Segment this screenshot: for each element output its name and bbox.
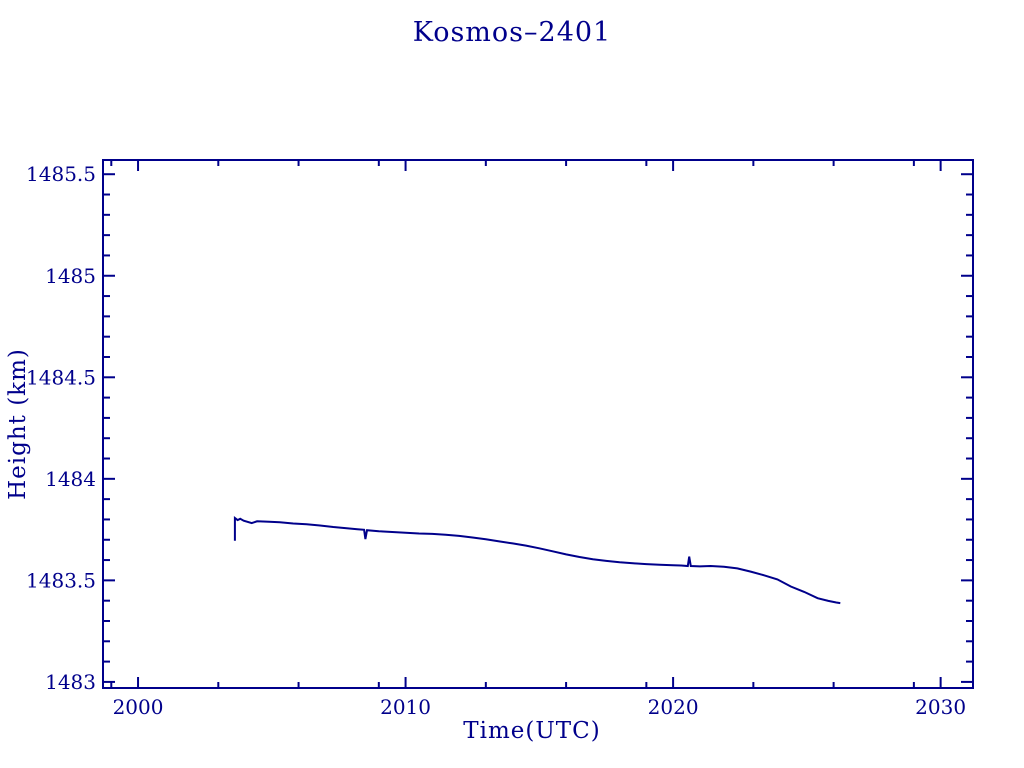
- y-tick-label: 1483.5: [26, 568, 96, 592]
- axis-ticks: [103, 160, 973, 688]
- x-axis-label: Time(UTC): [463, 718, 600, 744]
- height-series-line: [233, 515, 841, 605]
- y-tick-label: 1485: [45, 264, 96, 288]
- chart-title: Kosmos–2401: [413, 17, 611, 48]
- y-tick-label: 1484: [45, 467, 96, 491]
- tick-labels: 2000 2010 2020 2030 1483 1483.5 1484 1484.5 1485…: [26, 162, 966, 719]
- x-tick-label: 2020: [648, 695, 699, 719]
- y-tick-label: 1483: [45, 670, 96, 694]
- data-series: [233, 515, 841, 605]
- y-tick-label: 1485.5: [26, 162, 96, 186]
- plot-frame: [102, 159, 974, 689]
- x-tick-label: 2000: [113, 695, 164, 719]
- y-tick-label: 1484.5: [26, 365, 96, 389]
- x-tick-label: 2030: [915, 695, 966, 719]
- y-axis-label: Height (km): [5, 348, 31, 500]
- x-tick-label: 2010: [380, 695, 431, 719]
